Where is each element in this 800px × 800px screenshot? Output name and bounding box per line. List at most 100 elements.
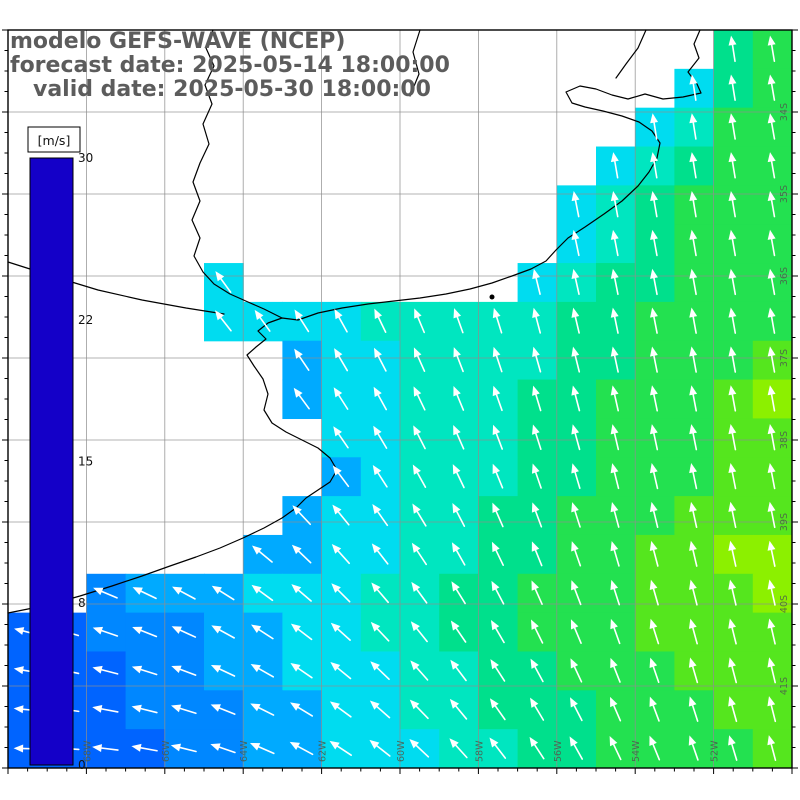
wind-arrow [409, 699, 429, 720]
wind-arrow [728, 657, 738, 684]
wind-arrow [492, 463, 504, 489]
wind-arrow [532, 268, 541, 295]
longitude-labels: 68W 66W 64W 62W 60W 58W 56W 54W 52W [82, 740, 720, 762]
lat-label: 35S [779, 185, 790, 203]
wind-arrow [767, 268, 776, 296]
river-border-line [191, 29, 283, 319]
wind-arrow [290, 623, 313, 641]
wind-arrow [767, 424, 776, 451]
wind-arrow [689, 307, 698, 334]
wind-arrow [728, 35, 737, 63]
wind-arrow [331, 543, 351, 565]
wind-arrow [767, 579, 776, 606]
wind-arrow [767, 501, 776, 529]
wind-arrow [491, 541, 505, 567]
wind-arrow [689, 74, 698, 101]
header: modelo GEFS-WAVE (NCEP) forecast date: 2… [10, 29, 450, 102]
wind-arrow [532, 346, 542, 373]
wind-arrow [728, 268, 737, 296]
grid-lines [8, 30, 792, 768]
wind-arrow [689, 152, 698, 179]
wind-arrow [649, 735, 661, 761]
wind-arrow [728, 152, 737, 179]
lon-label: 68W [82, 740, 93, 762]
wind-arrow [610, 346, 619, 373]
wind-arrow [610, 696, 622, 722]
wind-arrow [374, 347, 387, 372]
wind-arrow [610, 501, 620, 528]
wind-arrow [649, 696, 660, 722]
wind-arrow [371, 582, 389, 604]
lat-label: 38S [779, 431, 790, 449]
wind-arrow [254, 309, 271, 332]
wind-arrow [412, 503, 427, 527]
wind-direction-arrows [13, 35, 777, 762]
wind-arrow [132, 587, 157, 600]
wind-arrow [767, 35, 776, 63]
wind-arrow [490, 620, 505, 644]
wind-arrow [170, 743, 197, 753]
wind-arrow [767, 346, 776, 373]
wind-arrow [650, 229, 658, 257]
wind-arrow [728, 735, 738, 761]
wind-arrow [132, 626, 158, 638]
title-model: modelo GEFS-WAVE (NCEP) [10, 29, 345, 54]
wind-arrow [689, 190, 698, 218]
wind-arrow [569, 736, 584, 760]
wind-arrow [532, 307, 542, 334]
wind-arrow [571, 463, 581, 490]
wind-arrow [492, 424, 504, 450]
wind-arrow [610, 385, 620, 412]
wind-arrow [571, 385, 581, 412]
lat-label: 40S [779, 595, 790, 613]
wind-arrow [649, 463, 659, 490]
wind-arrow [650, 346, 658, 373]
wind-arrow [650, 113, 659, 140]
wind-arrow [453, 347, 464, 373]
wind-arrow [650, 307, 658, 334]
lon-label: 66W [161, 740, 172, 762]
wind-arrow [531, 463, 542, 489]
wind-arrow [610, 540, 620, 567]
wind-arrow [172, 586, 196, 600]
wind-arrow [610, 618, 621, 645]
wind-arrow [767, 307, 776, 334]
wind-arrow [332, 504, 350, 526]
wind-arrow [531, 619, 544, 644]
wind-arrow [171, 704, 197, 715]
wind-arrow [610, 579, 621, 606]
wind-arrow [293, 387, 310, 410]
wind-arrow [370, 661, 390, 681]
lat-label: 36S [779, 267, 790, 285]
wind-arrow [532, 424, 542, 451]
colorbar-tick-label: 0 [78, 758, 86, 772]
wind-arrow [688, 657, 699, 684]
colorbar-tick-label: 30 [78, 151, 93, 165]
river-line-estuary [615, 29, 647, 79]
wind-arrow [210, 743, 236, 754]
wind-arrow [570, 619, 582, 644]
wind-arrow [649, 579, 659, 606]
wind-arrow [291, 584, 312, 602]
wind-arrow [767, 735, 777, 762]
colorbar-gradient [29, 157, 74, 766]
wind-arrow [571, 268, 580, 296]
wind-arrow [689, 385, 698, 412]
wind-arrow [410, 621, 428, 643]
wind-arrow [449, 698, 468, 720]
colorbar-tick-label: 22 [78, 313, 93, 327]
wind-arrow [334, 309, 348, 333]
wind-arrow [689, 462, 698, 490]
wind-arrow [370, 621, 390, 642]
wind-arrow [571, 541, 582, 567]
wind-arrow [334, 348, 349, 372]
colorbar-tick-label: 8 [78, 596, 86, 610]
wind-arrow [649, 618, 660, 645]
wind-arrow [571, 229, 580, 257]
wind-arrow [413, 425, 426, 450]
wind-arrow [767, 540, 776, 567]
wind-arrow [570, 658, 583, 683]
wind-arrow [250, 703, 275, 716]
wind-arrow [450, 620, 467, 643]
